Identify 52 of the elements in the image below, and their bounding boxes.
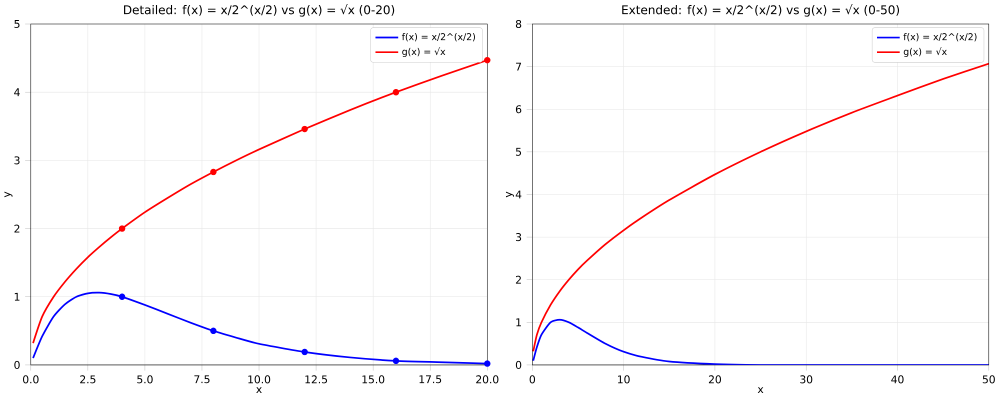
y-tick-label: 8 [516,20,522,28]
y-tick-label: 4 [14,88,20,96]
point [392,357,400,364]
x-tick-label: 7.5 [194,375,210,384]
y-tick-label: 5 [516,148,522,156]
x-tick-label: 30 [800,375,812,384]
point [484,56,490,64]
y-tick-label: 1 [14,292,20,300]
x-axis-title: x [758,386,764,393]
y-tick-label: 1 [516,318,521,326]
chart-title: Extended: f(x) = x/2^(x/2) vs g(x) = √x (0-50) [622,4,900,16]
y-axis-title: y [4,191,12,198]
x-tick-label: 5.0 [137,375,153,384]
point [118,293,126,300]
y-tick-label: 7 [516,62,522,70]
x-tick-label: 20.0 [476,375,498,384]
x-tick-label: 0 [530,375,536,384]
point [301,126,308,132]
chart-title: Detailed: f(x) = x/2^(x/2) vs g(x) = √x (0-20) [124,4,394,16]
x-tick-label: 40 [891,375,904,384]
y-tick-label: 5 [14,20,20,28]
y-tick-label: 0 [14,360,20,369]
y-tick-label: 2 [516,276,521,284]
x-tick-label: 17.5 [420,375,442,384]
y-tick-label: 4 [516,190,522,198]
x-tick-label: 15.0 [362,375,384,384]
point [301,348,308,355]
legend-label: f(x) = x/2^(x/2) [402,32,475,42]
point [392,88,400,96]
y-axis-title: y [506,191,514,198]
x-axis-title: x [256,386,262,393]
x-tick-label: 0.0 [23,375,39,384]
y-tick-label: 2 [14,224,20,232]
line-series [532,62,989,352]
x-tick-label: 10.0 [248,375,270,384]
y-tick-label: 0 [516,360,522,369]
x-tick-label: 12.5 [305,375,328,384]
x-tick-label: 50 [982,375,995,384]
x-tick-label: 20 [708,375,721,384]
point [118,225,126,232]
point [210,327,217,334]
point [484,360,490,367]
y-tick-label: 6 [516,104,522,114]
legend-label: g(x) = √x [402,47,446,57]
point [210,168,217,175]
y-tick-label: 3 [14,156,20,164]
legend-label: f(x) = x/2^(x/2) [903,32,977,42]
legend-label: g(x) = √x [904,47,947,57]
x-tick-label: 10 [618,375,630,384]
y-tick-label: 3 [516,232,522,241]
x-tick-label: 2.5 [80,375,96,384]
line-series [532,318,989,365]
